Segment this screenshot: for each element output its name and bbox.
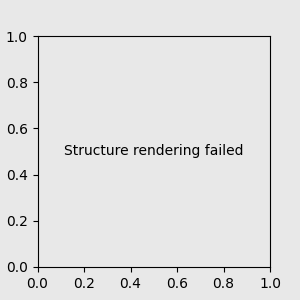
Text: Structure rendering failed: Structure rendering failed <box>64 145 244 158</box>
